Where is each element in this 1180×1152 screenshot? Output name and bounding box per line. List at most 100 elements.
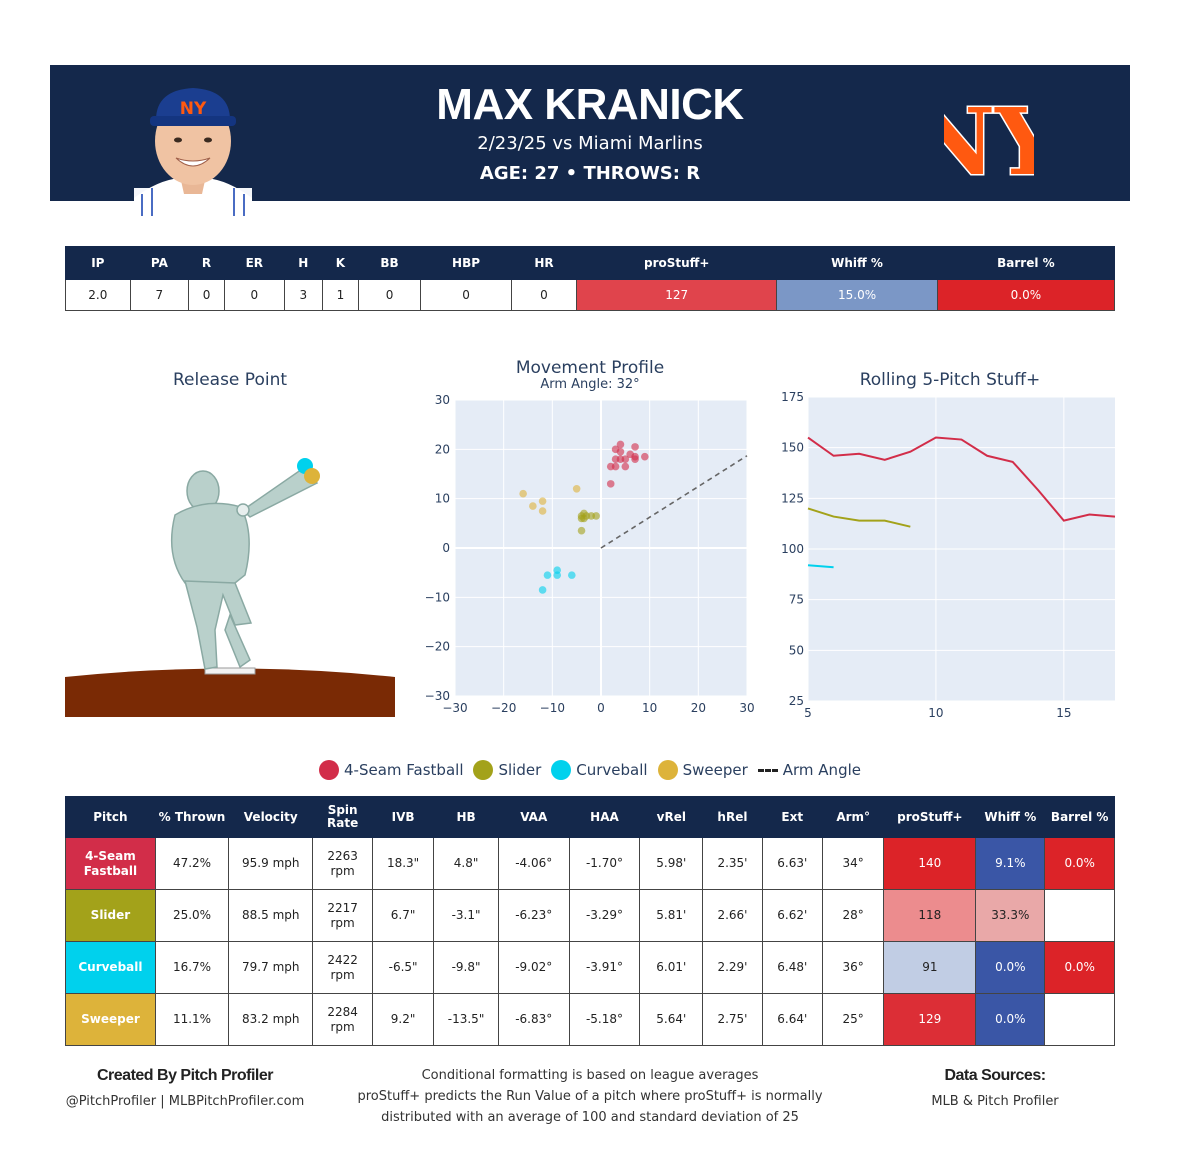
summary-header-k: K xyxy=(321,246,359,280)
arm-angle-line xyxy=(600,455,748,549)
rolling-y-tick: 75 xyxy=(789,593,804,607)
pitch-cell-hrel: 2.35' xyxy=(702,837,763,890)
movement-point-4-seam-fastball xyxy=(611,462,620,471)
rolling-y-tick: 175 xyxy=(781,390,804,404)
rolling-stuff-title: Rolling 5-Pitch Stuff+ xyxy=(859,370,1041,390)
pitch-header-hrel: hRel xyxy=(702,796,763,838)
summary-value-r: 0 xyxy=(188,279,225,311)
pitch-header-velocity: Velocity xyxy=(228,796,314,838)
pitch-cell-barrel xyxy=(1044,889,1115,942)
movement-point-curveball xyxy=(538,586,547,594)
pitch-cell-vrel: 6.01' xyxy=(639,941,704,994)
player-headshot: NY xyxy=(134,88,252,216)
svg-text:NY: NY xyxy=(180,99,207,119)
movement-point-curveball xyxy=(543,571,552,579)
movement-y-tick: −30 xyxy=(425,689,450,703)
pitch-header-spin-rate: Spin Rate xyxy=(312,796,373,838)
data-sources-text: MLB & Pitch Profiler xyxy=(931,1094,1059,1109)
summary-value-whiff: 15.0% xyxy=(776,279,938,311)
pitching-mound xyxy=(65,668,395,717)
summary-value-k: 1 xyxy=(321,279,359,311)
movement-point-slider xyxy=(577,526,586,535)
summary-header-r: R xyxy=(188,246,225,280)
summary-stats-table: IP PA R ER H K BB HBP HR proStuff+ Whiff % Barrel %… xyxy=(65,246,1116,311)
pitch-cell-spin-rate: 2422 rpm xyxy=(312,941,373,994)
summary-header-h: H xyxy=(283,246,323,280)
pitch-row-sweeper: Sweeper 11.1% 83.2 mph 2284 rpm 9.2" -13.5" -6… xyxy=(65,993,1115,1046)
pitch-header-whiff: Whiff % xyxy=(975,796,1046,838)
pitch-cell-spin-rate: 2217 rpm xyxy=(312,889,373,942)
rolling-line-4-seam-fastball xyxy=(807,436,1116,522)
release-point-chart xyxy=(65,458,395,717)
pitch-cell-haa: -3.29° xyxy=(568,889,641,942)
note-line-1: Conditional formatting is based on leagu… xyxy=(421,1068,759,1083)
rolling-line-curveball xyxy=(807,564,834,569)
pitch-cell-vaa: -9.02° xyxy=(497,941,570,994)
summary-value-hr: 0 xyxy=(510,279,578,311)
movement-point-sweeper xyxy=(529,502,537,510)
pitch-cell-velocity: 88.5 mph xyxy=(228,889,314,942)
pitch-cell-prostuff: 129 xyxy=(883,993,977,1046)
pitch-cell-vrel: 5.64' xyxy=(639,993,704,1046)
summary-header-pa: PA xyxy=(129,246,190,280)
pitch-header-hb: HB xyxy=(433,796,499,838)
pitch-cell-spin-rate: 2263 rpm xyxy=(312,837,373,890)
pitch-cell-barrel: 0.0% xyxy=(1044,837,1115,890)
summary-value-prostuff: 127 xyxy=(576,279,778,311)
rolling-y-tick: 25 xyxy=(789,694,804,708)
movement-x-tick: 0 xyxy=(597,701,605,715)
legend-swatch-icon xyxy=(657,760,678,780)
pitch-cell-ext: 6.62' xyxy=(761,889,823,942)
pitch-cell-hb: -9.8" xyxy=(433,941,499,994)
summary-value-bb: 0 xyxy=(357,279,422,311)
pitch-cell-arm: 28° xyxy=(821,889,885,942)
legend-label: Sweeper xyxy=(682,761,748,779)
summary-header-prostuff: proStuff+ xyxy=(576,246,778,280)
summary-value-hbp: 0 xyxy=(420,279,512,311)
summary-value-h: 3 xyxy=(283,279,323,311)
movement-x-tick: −10 xyxy=(540,701,565,715)
rolling-y-tick: 50 xyxy=(789,643,804,657)
pitch-arsenal-table: Pitch% Thrown Velocity Spin Rate IVB HB VAA HA… xyxy=(65,796,1115,1046)
pitch-row-slider: Slider 25.0% 88.5 mph 2217 rpm 6.7" -3.1" -6.2… xyxy=(65,889,1115,942)
movement-x-tick: −30 xyxy=(442,701,467,715)
movement-point-4-seam-fastball xyxy=(616,448,625,456)
movement-point-4-seam-fastball xyxy=(616,440,625,449)
pitch-cell-spin-rate: 2284 rpm xyxy=(312,993,373,1046)
pitch-cell-thrown: 47.2% xyxy=(154,837,230,890)
summary-header-hbp: HBP xyxy=(420,246,512,280)
pitch-cell-vaa: -6.23° xyxy=(497,889,570,942)
movement-point-curveball xyxy=(568,571,576,579)
pitch-cell-arm: 36° xyxy=(821,941,885,994)
movement-point-4-seam-fastball xyxy=(621,462,630,471)
pitch-cell-hb: -3.1" xyxy=(433,889,499,942)
pitch-header-haa: HAA xyxy=(568,796,641,838)
chart-legend: 4-Seam Fastball Slider Curveball Sweeper Arm… xyxy=(0,760,1180,780)
pitch-cell-velocity: 79.7 mph xyxy=(228,941,314,994)
pitch-cell-haa: -5.18° xyxy=(568,993,641,1046)
pitch-cell-vrel: 5.81' xyxy=(639,889,704,942)
legend-label: Curveball xyxy=(576,761,648,779)
rolling-y-tick: 100 xyxy=(781,542,804,556)
movement-x-tick: 10 xyxy=(642,701,657,715)
pitch-cell-barrel: 0.0% xyxy=(1044,941,1115,994)
pitch-cell-thrown: 25.0% xyxy=(154,889,230,942)
pitch-cell-barrel xyxy=(1044,993,1115,1046)
pitch-header-row: Pitch% Thrown Velocity Spin Rate IVB HB VAA HA… xyxy=(65,796,1115,838)
legend-swatch-icon xyxy=(473,760,494,780)
data-sources-title: Data Sources: xyxy=(944,1067,1046,1084)
legend-item-sweeper: Sweeper xyxy=(657,760,748,780)
movement-point-4-seam-fastball xyxy=(631,443,639,451)
legend-label: Slider xyxy=(498,761,542,779)
pitch-cell-haa: -3.91° xyxy=(568,941,641,994)
legend-swatch-icon xyxy=(757,768,778,772)
pitch-header-pitch: Pitch xyxy=(65,796,156,838)
pitch-name-cell: 4-Seam Fastball xyxy=(65,837,156,890)
movement-x-tick: 30 xyxy=(739,701,754,715)
rolling-x-tick: 5 xyxy=(804,706,812,720)
movement-point-4-seam-fastball xyxy=(641,452,649,461)
game-info: 2/23/25 vs Miami Marlins xyxy=(477,133,703,154)
legend-item-arm-angle: Arm Angle xyxy=(757,761,861,779)
pitch-header-ivb: IVB xyxy=(371,796,435,838)
pitch-cell-whiff: 0.0% xyxy=(975,993,1046,1046)
